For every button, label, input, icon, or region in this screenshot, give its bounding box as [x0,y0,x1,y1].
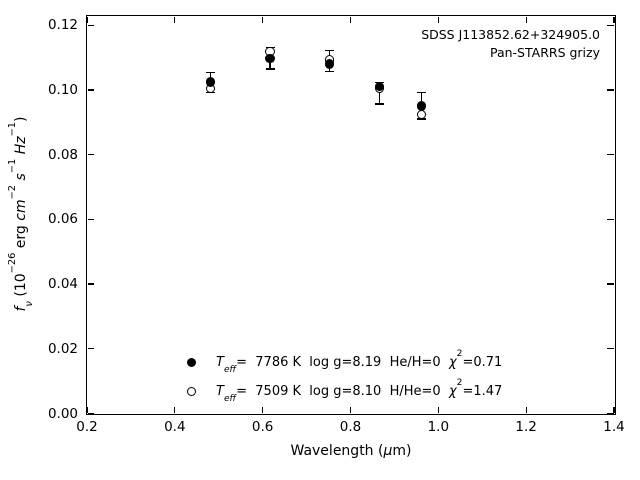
y-tick-left [87,154,94,156]
error-bar-cap-bottom [374,103,384,105]
x-tick-bottom [437,406,439,413]
x-tick-label: 0.8 [339,419,362,435]
legend-marker-filled-circle [187,357,196,367]
x-axis-label: Wavelength (μm) [290,443,412,459]
x-tick-top [437,16,439,23]
y-tick-right [607,412,614,415]
y-tick-label: 0.10 [47,82,78,99]
y-tick-label: 0.00 [47,405,78,422]
y-tick-left [87,24,94,27]
legend-row-text: Teff= 7786 K log g=8.19 He/H=0 χ2=0.71 [216,349,503,375]
y-tick-right [607,89,614,91]
y-tick-left [87,283,94,285]
data-point-filled-circle [374,81,385,92]
error-bar [378,82,381,104]
y-tick-label: 0.04 [47,276,78,293]
error-bar-cap-bottom [324,70,334,73]
x-tick-bottom [349,406,352,413]
y-tick-label: 0.02 [47,340,78,357]
annotation-object-name: SDSS J113852.62+324905.0 [421,27,600,42]
x-tick-bottom [525,406,527,413]
x-tick-label: 1.0 [427,419,450,435]
legend-row-text: Teff= 7509 K log g=8.10 H/He=0 χ2=1.47 [216,378,503,404]
data-point-filled-circle [324,59,335,69]
x-tick-label: 0.2 [76,419,98,435]
y-tick-right [607,283,614,285]
data-point-filled-circle [205,77,216,87]
data-point-filled-circle [416,101,427,111]
y-axis-label: fν (10−26 erg cm−2 s−1 Hz−1) [6,116,35,312]
y-tick-label: 0.08 [47,146,78,163]
y-tick-right [607,348,614,350]
x-tick-bottom [613,406,615,413]
y-tick-right [607,154,614,156]
y-tick-right [607,218,614,221]
error-bar-cap-bottom [265,68,275,70]
x-tick-top [349,16,352,23]
x-tick-label: 0.4 [164,419,186,435]
y-tick-left [87,348,94,350]
error-bar-cap-top [205,71,215,74]
x-tick-bottom [86,406,88,413]
y-tick-label: 0.12 [47,17,78,34]
legend-marker-open-circle [187,386,196,396]
y-tick-left [87,412,94,415]
error-bar-cap-top [417,91,427,94]
x-tick-label: 1.2 [515,419,537,435]
y-tick-label: 0.06 [47,211,78,228]
x-tick-bottom [174,406,176,413]
plot-frame [86,15,616,415]
x-tick-top [262,16,264,23]
x-tick-bottom [262,406,264,413]
x-tick-top [86,16,88,23]
data-point-filled-circle [265,53,275,64]
x-tick-label: 0.6 [251,419,274,435]
annotation-title: SDSS J113852.62+324905.0 Pan-STARRS griz… [421,26,600,61]
x-tick-top [174,16,176,23]
x-tick-label: 1.4 [603,419,625,435]
y-tick-left [87,218,94,221]
x-tick-top [525,16,527,23]
error-bar-cap-top [324,49,334,52]
y-tick-right [607,24,614,27]
annotation-survey: Pan-STARRS grizy [489,44,600,60]
x-tick-top [613,16,615,23]
y-tick-left [87,89,94,91]
